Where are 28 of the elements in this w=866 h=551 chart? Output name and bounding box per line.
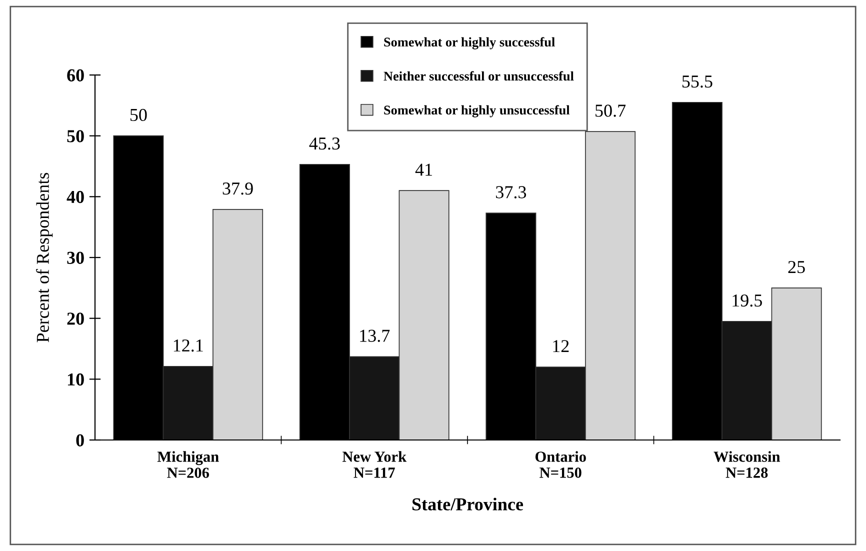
y-tick-label: 60	[67, 69, 84, 82]
data-label: 37.3	[496, 186, 526, 198]
data-label: 41	[415, 164, 432, 176]
data-label: 55.5	[682, 76, 712, 88]
data-label: 12	[553, 340, 569, 352]
legend-label: Somewhat or highly unsuccessful	[384, 105, 570, 118]
data-label: 19.5	[732, 294, 762, 307]
data-label: 13.7	[360, 330, 390, 342]
x-tick-label: Ontario N=150	[535, 451, 586, 478]
y-tick-label: 50	[67, 130, 84, 142]
data-label: 50	[130, 108, 147, 122]
y-axis-title: Percent of Respondents	[36, 172, 53, 342]
x-tick-label: New York N=117	[342, 451, 407, 478]
data-label: 45.3	[309, 138, 340, 150]
x-tick-label: Michigan N=206	[157, 451, 219, 478]
x-tick-label: Wisconsin N=128	[714, 451, 780, 478]
legend-label: Neither successful or unsuccessful	[384, 71, 574, 81]
data-label: 50.7	[596, 104, 626, 117]
data-label: 25	[788, 261, 805, 274]
data-label: 37.9	[222, 182, 253, 195]
y-tick-label: 40	[66, 190, 84, 204]
y-tick-label: 30	[67, 252, 84, 264]
y-tick-label: 20	[67, 312, 84, 325]
y-tick-label: 0	[76, 434, 84, 446]
x-axis-title: State/Province	[412, 498, 524, 510]
y-tick-label: 10	[68, 373, 84, 386]
legend-label: Somewhat or highly successful	[384, 37, 555, 50]
data-label: 12.1	[174, 339, 203, 352]
